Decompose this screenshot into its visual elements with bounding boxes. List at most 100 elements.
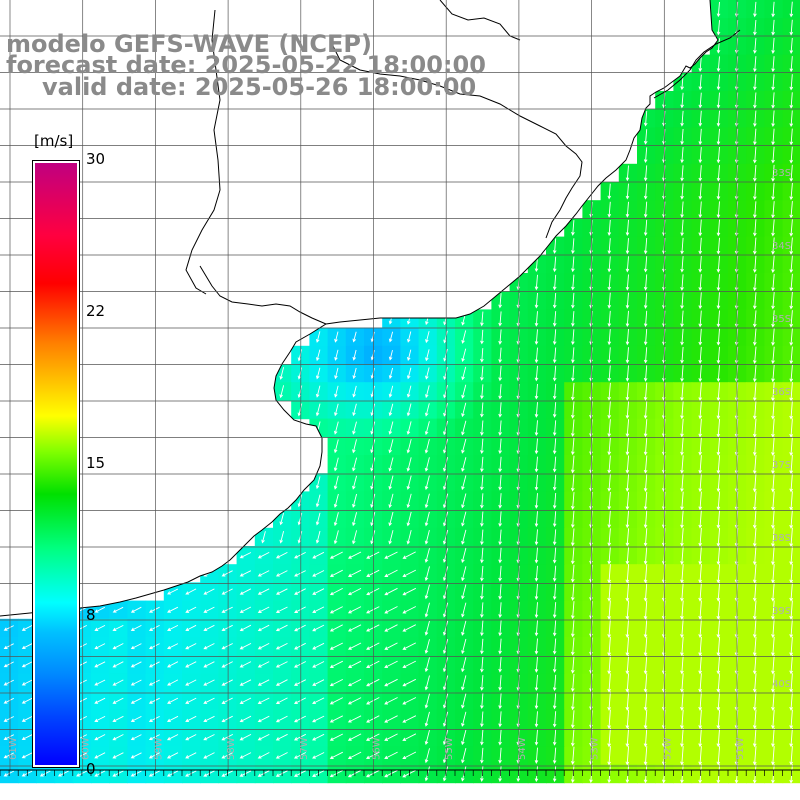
wind-arrow [771,19,775,36]
wind-arrow [275,697,288,704]
wind-arrow [329,660,344,668]
longitude-label: 61W [8,737,19,760]
wind-arrow [221,733,234,741]
wind-arrow [698,110,703,127]
wind-arrow [753,110,757,127]
wind-arrow [625,238,630,255]
wind-arrow [607,709,611,730]
wind-arrow [607,238,612,255]
wind-arrow [753,128,757,146]
wind-arrow [480,565,484,582]
wind-arrow [315,403,321,417]
wind-arrow [534,656,539,673]
wind-arrow [607,655,611,675]
wind-arrow [680,183,684,200]
wind-arrow [552,347,557,364]
wind-arrow [625,473,630,492]
wind-arrow [333,421,339,435]
wind-arrow [239,752,252,759]
wind-arrow [221,643,233,650]
wind-arrow [643,382,648,401]
wind-arrow [384,751,398,760]
wind-arrow [424,511,430,527]
wind-arrow [221,661,233,668]
wind-arrow [388,403,394,417]
wind-arrow [771,255,775,274]
wind-arrow [3,643,14,649]
wind-arrow [716,636,721,657]
wind-arrow [333,530,339,545]
wind-arrow [534,438,539,455]
wind-arrow [698,691,702,711]
wind-arrow [716,491,721,511]
wind-arrow [680,292,684,310]
wind-arrow [552,420,557,437]
wind-arrow [716,255,721,273]
wind-arrow [753,74,757,91]
wind-arrow [771,655,775,675]
wind-arrow [643,673,648,693]
wind-arrow [698,237,703,255]
wind-arrow [570,401,575,419]
wind-arrow [498,311,502,327]
wind-arrow [498,638,502,655]
wind-arrow [552,292,557,309]
wind-arrow [789,618,793,639]
wind-arrow [425,367,430,380]
wind-arrow [643,165,648,182]
wind-arrow [130,606,142,613]
wind-arrow [752,600,757,620]
wind-arrow [402,569,417,578]
wind-arrow [424,438,430,454]
wind-arrow [698,165,703,182]
wind-arrow [789,436,793,457]
wind-arrow [461,402,467,418]
wind-arrow [789,491,793,511]
wind-arrow [185,752,197,759]
wind-arrow [112,752,124,759]
wind-arrow [771,273,775,292]
wind-arrow [753,92,757,109]
wind-arrow [221,606,233,613]
wind-arrow [680,92,684,109]
wind-arrow [625,546,630,565]
wind-arrow [752,709,757,730]
wind-arrow [752,146,757,164]
wind-arrow [789,691,793,711]
wind-arrow [329,697,344,705]
wind-arrow [716,328,721,346]
wind-arrow [424,566,430,582]
wind-arrow [352,493,358,508]
wind-arrow [789,527,793,548]
wind-arrow [333,439,339,454]
wind-arrow [167,588,179,595]
wind-arrow [480,348,484,363]
wind-arrow [315,530,321,544]
wind-arrow [625,292,630,309]
wind-arrow [480,493,484,509]
wind-arrow [571,365,575,382]
wind-arrow [424,693,430,709]
wind-arrow [203,715,215,723]
wind-arrow [752,273,757,292]
wind-arrow [366,697,380,705]
wind-arrow [203,679,215,686]
wind-arrow [461,475,467,491]
wind-arrow [279,367,285,380]
colorbar-label-22: 22 [86,302,106,320]
wind-arrow [3,625,14,631]
wind-arrow [680,400,684,420]
wind-arrow [370,439,376,454]
wind-arrow [752,673,757,693]
wind-arrow [425,385,430,399]
wind-arrow [716,201,721,219]
wind-arrow [329,642,344,650]
wind-arrow [384,642,398,650]
wind-arrow [498,620,502,637]
wind-arrow [185,643,197,650]
wind-arrow [716,165,721,182]
wind-arrow [625,510,630,529]
wind-arrow [771,310,775,328]
wind-arrow [388,475,394,490]
wind-arrow [534,529,539,546]
